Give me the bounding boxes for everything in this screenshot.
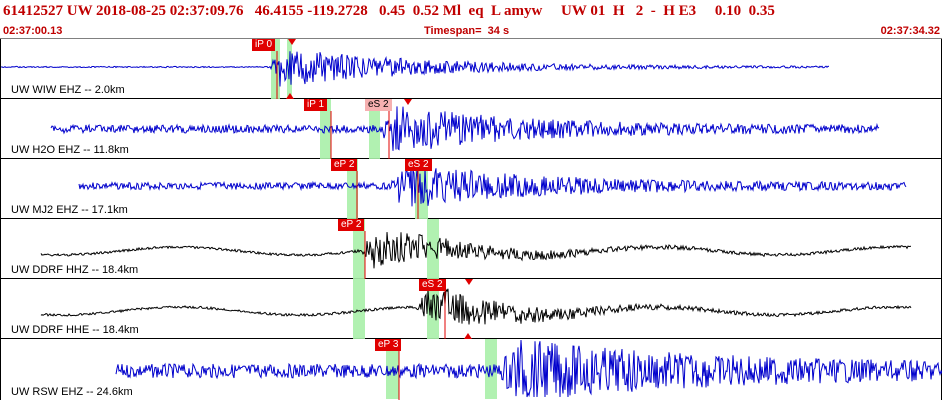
- pick-label-p[interactable]: eP 2: [338, 219, 365, 231]
- pick-window-band: [320, 99, 331, 159]
- pick-label-s[interactable]: eS 2: [419, 279, 446, 291]
- channel-panel-rsw[interactable]: eP 3 UW RSW EHZ -- 24.6km: [0, 339, 942, 400]
- waveform-trace: [40, 288, 912, 339]
- waveform-trace: [115, 339, 942, 400]
- pick-window-band: [427, 279, 439, 339]
- waveform-trace: [50, 106, 880, 159]
- pick-window-band: [353, 279, 365, 339]
- channel-label: UW RSW EHZ -- 24.6km: [11, 386, 133, 398]
- event-header: 61412527 UW 2018-08-25 02:37:09.76 46.41…: [0, 0, 942, 38]
- pick-label-p[interactable]: eP 2: [331, 159, 358, 171]
- pick-window-band: [347, 159, 358, 219]
- channel-label: UW WIW EHZ -- 2.0km: [11, 84, 125, 96]
- pick-label-p[interactable]: iP 1: [304, 99, 328, 111]
- channel-panel-wiw[interactable]: iP 0 UW WIW EHZ -- 2.0km: [0, 39, 942, 99]
- pick-marker-down[interactable]: [404, 99, 412, 105]
- channel-panel-h2o[interactable]: iP 1 eS 2 UW H2O EHZ -- 11.8km: [0, 99, 942, 159]
- channel-panel-ddrf-hhz[interactable]: eP 2 UW DDRF HHZ -- 18.4km: [0, 219, 942, 279]
- pick-marker-down[interactable]: [465, 279, 473, 285]
- pick-label-s[interactable]: eS 2: [365, 99, 392, 111]
- start-time-label: 02:37:00.13: [3, 25, 63, 37]
- channel-label: UW H2O EHZ -- 11.8km: [11, 144, 129, 156]
- pick-window-band: [485, 339, 497, 399]
- pick-label-p[interactable]: iP 0: [252, 39, 276, 51]
- pick-window-band: [353, 219, 365, 279]
- channel-panel-ddrf-hhe[interactable]: eS 2 UW DDRF HHE -- 18.4km: [0, 279, 942, 339]
- waveform-trace: [78, 166, 907, 219]
- timespan-label: Timespan= 34 s: [424, 25, 510, 37]
- header-divider: [0, 38, 942, 39]
- pick-window-band: [427, 219, 439, 279]
- channel-label: UW DDRF HHZ -- 18.4km: [11, 264, 139, 276]
- channel-label: UW DDRF HHE -- 18.4km: [11, 324, 139, 336]
- seismogram-panels: iP 0 UW WIW EHZ -- 2.0km iP 1 eS 2 UW H2…: [0, 39, 942, 400]
- channel-panel-mj2[interactable]: eP 2 eS 2 UW MJ2 EHZ -- 17.1km: [0, 159, 942, 219]
- event-summary-line: 61412527 UW 2018-08-25 02:37:09.76 46.41…: [3, 3, 775, 19]
- waveform-trace: [40, 231, 912, 279]
- end-time-label: 02:37:34.32: [880, 25, 940, 37]
- channel-label: UW MJ2 EHZ -- 17.1km: [11, 204, 128, 216]
- pick-label-p[interactable]: eP 3: [375, 339, 402, 351]
- pick-marker-up[interactable]: [464, 333, 472, 339]
- pick-marker-down[interactable]: [288, 39, 296, 45]
- pick-label-s[interactable]: eS 2: [405, 159, 432, 171]
- pick-marker-up[interactable]: [286, 93, 294, 99]
- waveform-trace: [1, 51, 830, 99]
